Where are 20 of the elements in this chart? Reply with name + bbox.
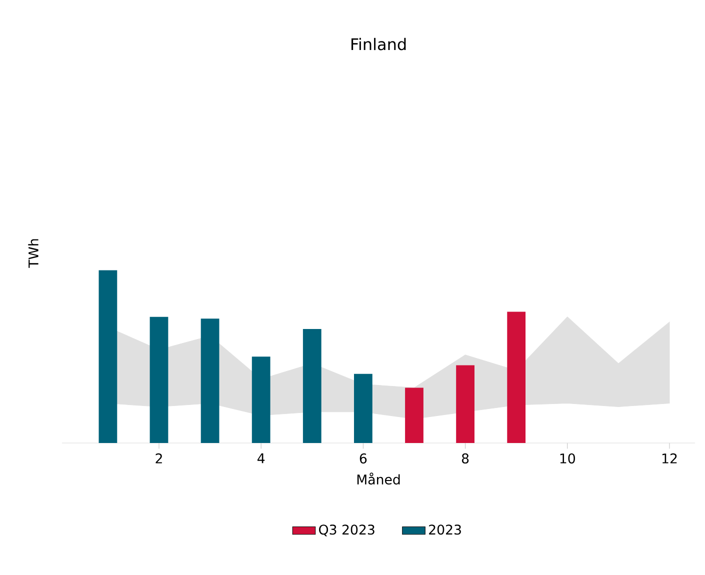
bar <box>456 365 474 443</box>
y-axis-title: TWh <box>28 239 38 268</box>
x-tick-label: 6 <box>360 453 367 464</box>
bar <box>302 329 322 443</box>
x-tick-label: 4 <box>258 453 265 464</box>
x-tick-label: 2 <box>156 453 162 464</box>
legend-label: 2023 <box>429 524 461 535</box>
x-tick-label: 8 <box>462 453 469 464</box>
bar <box>200 318 220 443</box>
x-tick-label: 10 <box>560 453 575 464</box>
bar <box>98 270 118 443</box>
bar <box>354 374 372 443</box>
x-tick-label: 12 <box>662 453 677 464</box>
bar <box>405 388 424 443</box>
bar <box>507 312 526 443</box>
chart-title: Finland <box>351 38 406 50</box>
bar <box>252 356 270 443</box>
legend-label: Q3 2023 <box>319 524 374 536</box>
bar <box>150 316 168 443</box>
x-axis-title: Måned <box>357 472 400 485</box>
